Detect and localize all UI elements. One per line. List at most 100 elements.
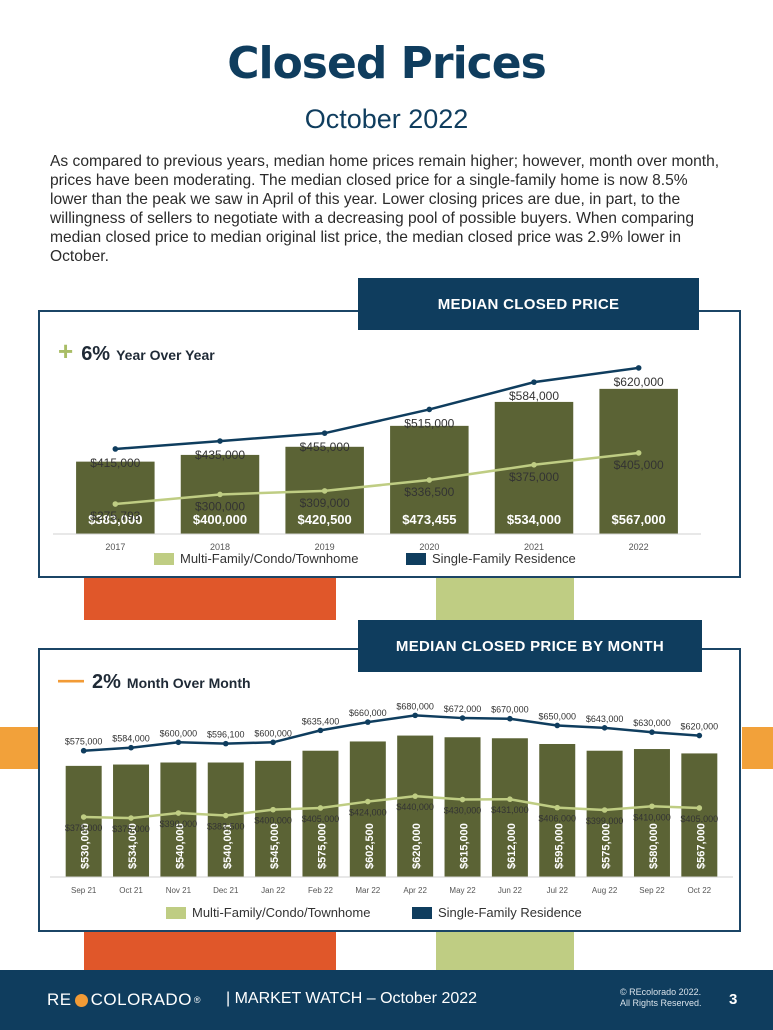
x-tick-label: Oct 22 [688,886,712,895]
bar-value-label: $580,000 [648,823,660,869]
monthly-change-label: Month Over Month [126,675,251,691]
bar-value-label: $545,000 [269,823,281,869]
series-point-multi-family [412,793,418,799]
intro-paragraph: As compared to previous years, median ho… [50,153,720,265]
bar-value-label: $383,000 [88,512,142,527]
series-point-multi-family [112,501,119,507]
series-point-label: $378,000 [65,823,103,833]
series-line-multi-family [115,451,639,506]
series-point-single-family [112,446,119,452]
monthly-change-percent: 2% [92,671,121,693]
charts-svg: $383,000 $400,000 $420,500 $473,455 $534,000… [50,365,733,920]
series-point-single-family [601,725,608,731]
bar-Nov 21 [160,762,197,877]
series-point-multi-family [459,796,466,803]
series-point-single-family [554,722,561,729]
series-point-label: $390,000 [160,819,198,829]
series-point-multi-family [365,798,371,805]
bar-value-label: $540,000 [174,823,186,869]
series-point-multi-family [649,803,655,810]
series-point-single-family [635,365,642,371]
series-point-single-family [459,715,466,721]
yearly-change-indicator: + 6% Year Over Year [58,338,215,366]
series-point-multi-family [128,815,134,821]
x-tick-label: 2022 [629,542,649,552]
bar-value-label: $473,455 [402,512,456,527]
series-point-label: $410,000 [633,812,671,822]
bar-value-label: $540,001 [222,823,234,869]
series-point-label: $375,000 [112,824,150,834]
series-line-single-family [83,714,700,752]
legend-label-multi-family: Multi-Family/Condo/Townhome [180,551,358,566]
series-point-label: $375,000 [509,470,559,484]
legend-label-multi-family: Multi-Family/Condo/Townhome [192,905,370,920]
series-point-single-family [80,747,87,754]
bar-Sep 22 [633,749,670,877]
bar-value-label: $534,000 [507,512,561,527]
series-point-label: $670,000 [491,705,529,715]
series-point-label: $431,000 [491,805,529,815]
legend-swatch-single-family [412,907,432,919]
decorative-green-block-lower [436,932,574,970]
series-line-single-family [115,366,639,451]
page-number: 3 [729,991,738,1008]
series-point-label: $600,000 [160,728,198,738]
bar-value-label: $602,500 [364,823,376,869]
x-tick-label: 2021 [524,542,544,552]
yearly-change-label: Year Over Year [116,347,215,363]
bar-value-label: $575,000 [316,823,328,869]
legend-label-single-family: Single-Family Residence [432,551,576,566]
series-point-label: $382,500 [207,822,245,832]
series-point-label: $415,000 [90,456,140,470]
series-point-single-family [649,729,655,736]
bar-value-label: $615,000 [459,823,471,869]
series-point-label: $435,000 [195,448,245,462]
bar-Sep 21 [65,765,102,877]
x-tick-label: Sep 22 [639,886,665,895]
bar-2022 [599,388,678,534]
series-point-multi-family [635,450,642,456]
x-tick-label: May 22 [449,886,476,895]
bar-Mar 22 [349,741,386,877]
bar-value-label: $612,000 [506,823,518,869]
legend-swatch-single-family [406,553,426,565]
series-point-label: $336,500 [404,485,454,499]
series-point-multi-family [321,488,328,494]
page-title: Closed Prices [227,38,547,89]
series-point-label: $620,000 [614,375,664,389]
x-tick-label: 2018 [210,542,230,552]
bar-2017 [76,461,155,534]
series-point-single-family [128,744,134,751]
series-point-single-family [426,406,433,413]
decorative-orange-block [84,578,336,620]
monthly-chart-header: MEDIAN CLOSED PRICE BY MONTH [358,620,702,672]
series-point-label: $596,100 [207,730,245,740]
series-point-label: $405,000 [302,814,340,824]
series-point-label: $584,000 [112,734,150,744]
series-point-label: $405,000 [614,458,664,472]
decorative-green-block [436,578,574,620]
series-point-label: $455,000 [300,440,350,454]
bar-value-label: $400,000 [193,512,247,527]
series-point-label: $399,000 [586,816,624,826]
series-point-single-family [222,740,229,747]
bar-value-label: $620,000 [411,823,423,869]
series-point-single-family [321,430,328,436]
series-point-label: $630,000 [633,718,671,728]
series-point-multi-family [175,810,182,816]
series-point-label: $600,000 [254,728,292,738]
series-point-label: $650,000 [538,711,576,721]
series-point-label: $635,400 [302,716,340,726]
bar-Jan 22 [255,760,292,877]
x-tick-label: Oct 21 [119,886,143,895]
bar-value-label: $534,000 [127,823,139,869]
decorative-left-tab [0,727,38,769]
x-tick-label: Aug 22 [592,886,618,895]
x-tick-label: Jan 22 [261,886,286,895]
series-point-single-family [531,379,537,385]
yearly-chart-header: MEDIAN CLOSED PRICE [358,278,699,330]
series-point-multi-family [696,805,703,811]
series-point-multi-family [601,807,608,813]
series-point-label: $309,000 [300,496,350,510]
decorative-right-tab [742,727,773,769]
